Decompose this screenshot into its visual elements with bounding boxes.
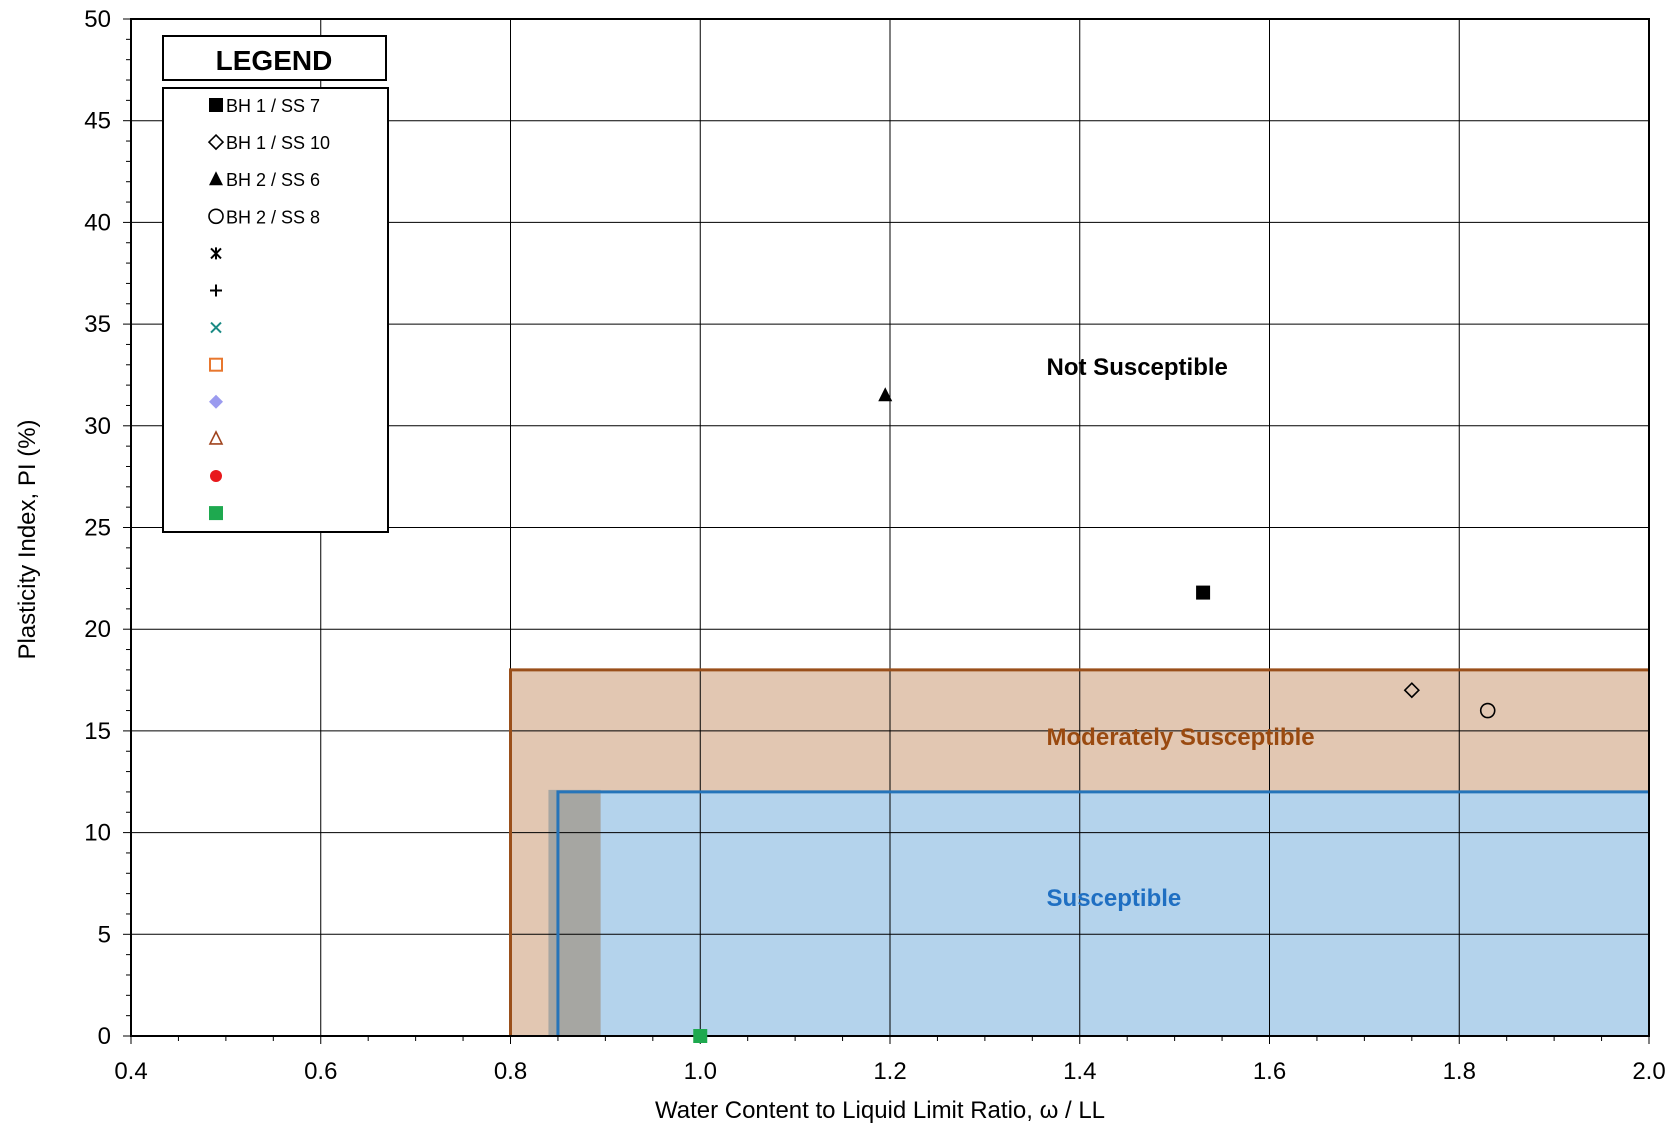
legend-marker	[208, 430, 224, 445]
zone-labels-layer: Moderately Susceptible Susceptible Not Sus…	[1047, 354, 1315, 912]
data-point	[1403, 682, 1420, 699]
x-tick-label: 0.8	[494, 1058, 527, 1085]
legend-marker	[210, 247, 222, 260]
legend-marker	[209, 506, 223, 521]
legend-marker	[210, 321, 222, 334]
y-tick-label: 25	[84, 515, 111, 542]
legend-marker	[209, 394, 223, 409]
zone-susceptible-border	[556, 790, 1649, 1036]
data-point	[878, 387, 893, 402]
legend-marker	[209, 171, 223, 186]
points-layer	[693, 387, 1496, 1043]
legend-entry-label: BH 2 / SS 8	[226, 207, 320, 227]
zone-overlap-band	[548, 789, 601, 1036]
legend-entry-label: BH 1 / SS 10	[226, 133, 330, 153]
y-tick-label: 35	[84, 311, 111, 338]
legend-marker	[210, 470, 222, 482]
axes-layer: 0.4 0.6 0.8 1.0 1.2 1.4 1.6 1.8 2.0 0 5 10 15 20 25 30 3…	[84, 6, 1665, 1085]
zone-moderately-susceptible-border	[509, 668, 1649, 1036]
y-tick-label: 50	[84, 6, 111, 33]
y-tick-label: 40	[84, 209, 111, 236]
legend-marker	[208, 208, 224, 225]
zone-label-moderately-susceptible: Moderately Susceptible	[1047, 724, 1315, 751]
legend-entry-label: BH 1 / SS 7	[226, 96, 320, 116]
x-tick-label: 0.4	[114, 1058, 147, 1085]
data-point	[1479, 702, 1496, 719]
data-point	[693, 1029, 708, 1043]
x-tick-label: 1.0	[684, 1058, 717, 1085]
y-tick-label: 20	[84, 616, 111, 643]
legend-title: LEGEND	[216, 45, 333, 76]
y-tick-label: 5	[98, 921, 111, 948]
x-tick-label: 0.6	[304, 1058, 337, 1085]
y-tick-label: 30	[84, 413, 111, 440]
zone-borders-layer	[509, 668, 1649, 1036]
x-tick-label: 1.4	[1063, 1058, 1096, 1085]
x-axis-title: Water Content to Liquid Limit Ratio, ω /…	[655, 1097, 1105, 1124]
legend-marker	[209, 98, 223, 112]
legend-marker	[209, 357, 223, 372]
x-tick-label: 1.6	[1253, 1058, 1286, 1085]
y-axis-title: Plasticity Index, PI (%)	[14, 419, 41, 659]
x-tick-label: 1.8	[1443, 1058, 1476, 1085]
legend-marker	[207, 133, 225, 151]
legend-marker	[210, 284, 222, 297]
legend: LEGEND BH 1 / SS 7 BH 1 / SS 10 BH 2 / SS 6…	[162, 35, 389, 533]
data-point	[1196, 585, 1211, 600]
legend-entry-label: BH 2 / SS 6	[226, 170, 320, 190]
zone-label-susceptible: Susceptible	[1047, 885, 1182, 912]
zone-susceptible-fill	[557, 791, 1649, 1036]
x-tick-label: 1.2	[873, 1058, 906, 1085]
y-tick-label: 15	[84, 718, 111, 745]
zone-label-not-susceptible: Not Susceptible	[1047, 354, 1228, 381]
legend-box	[162, 87, 389, 533]
y-tick-label: 45	[84, 108, 111, 135]
y-tick-label: 10	[84, 820, 111, 847]
y-tick-label: 0	[98, 1023, 111, 1050]
x-tick-label: 2.0	[1632, 1058, 1665, 1085]
legend-title-box	[162, 35, 387, 81]
